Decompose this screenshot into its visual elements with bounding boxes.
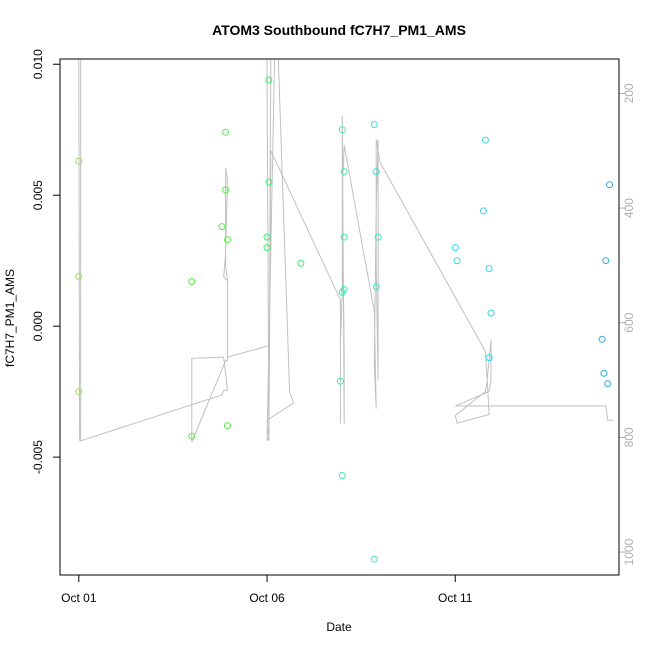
data-point xyxy=(485,354,493,362)
data-point xyxy=(75,388,83,396)
axes-layer: Oct 01 Oct 06 Oct 11 -0.005 0.000 0.005 0.010 2… xyxy=(31,49,636,605)
data-point xyxy=(297,259,305,267)
data-point xyxy=(263,233,271,241)
data-point xyxy=(265,76,273,84)
x-tick-label: Oct 11 xyxy=(438,591,473,605)
data-points-layer xyxy=(75,76,614,563)
data-point xyxy=(188,432,196,440)
data-point xyxy=(453,257,461,265)
data-point xyxy=(75,272,83,280)
data-point xyxy=(602,257,610,265)
y2-tick-label: 1000 xyxy=(622,538,636,565)
data-point xyxy=(336,377,344,385)
x-tick-label: Oct 01 xyxy=(61,591,97,605)
y-tick-label: 0.005 xyxy=(31,180,45,210)
y2-tick-label: 200 xyxy=(622,83,636,103)
data-point xyxy=(265,178,273,186)
data-point xyxy=(606,181,614,189)
data-point xyxy=(374,233,382,241)
data-point xyxy=(372,283,380,291)
data-point xyxy=(370,555,378,563)
data-point xyxy=(338,472,346,479)
data-point xyxy=(222,128,230,136)
chart-title: ATOM3 Southbound fC7H7_PM1_AMS xyxy=(212,22,466,38)
data-point xyxy=(75,157,83,165)
data-point xyxy=(263,244,271,252)
data-point xyxy=(480,207,487,215)
y-tick-label: 0.000 xyxy=(31,311,45,341)
data-point xyxy=(598,335,606,343)
data-point xyxy=(338,126,346,134)
data-point xyxy=(451,244,459,252)
data-point xyxy=(485,265,493,272)
data-point xyxy=(487,309,495,317)
data-point xyxy=(224,236,231,244)
data-point xyxy=(340,233,348,241)
altitude-profile-line xyxy=(78,58,614,443)
data-point xyxy=(340,168,348,176)
data-point xyxy=(481,136,489,144)
plot-frame xyxy=(59,58,620,576)
y2-tick-label: 800 xyxy=(622,427,636,447)
data-point xyxy=(218,223,226,231)
data-point xyxy=(188,278,196,286)
data-point xyxy=(370,121,378,128)
data-point xyxy=(604,380,612,388)
data-point xyxy=(224,422,231,430)
y-tick-label: -0.005 xyxy=(31,440,45,474)
data-point xyxy=(340,286,348,293)
data-point xyxy=(372,168,380,176)
data-point xyxy=(600,369,608,377)
data-point xyxy=(222,186,230,194)
y2-tick-label: 600 xyxy=(622,312,636,332)
y2-tick-label: 400 xyxy=(622,198,636,218)
altitude-profile-layer xyxy=(78,58,614,443)
x-axis-label: Date xyxy=(326,620,352,634)
y-tick-label: 0.010 xyxy=(31,49,45,79)
y-axis-label: fC7H7_PM1_AMS xyxy=(3,269,17,367)
x-tick-label: Oct 06 xyxy=(249,591,285,605)
